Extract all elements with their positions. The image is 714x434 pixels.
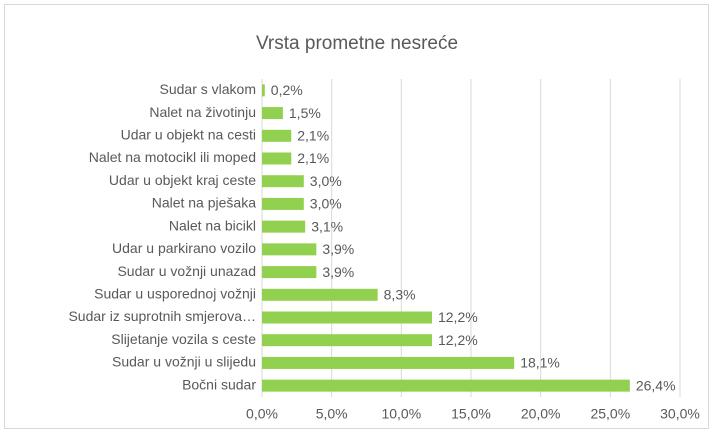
- y-tick-label: Nalet na životinju: [149, 104, 256, 120]
- y-tick-label: Nalet na motocikl ili moped: [89, 149, 256, 165]
- data-label: 0,2%: [271, 82, 303, 98]
- data-label: 3,0%: [310, 196, 342, 212]
- x-tick-label: 25,0%: [590, 406, 630, 422]
- data-label: 12,2%: [438, 332, 478, 348]
- x-tick-label: 0,0%: [246, 406, 278, 422]
- bar: [262, 175, 304, 188]
- bar: [262, 356, 515, 369]
- data-label: 2,1%: [297, 127, 329, 143]
- y-tick-label: Sudar u usporednoj vožnji: [94, 285, 256, 301]
- x-tick-label: 5,0%: [316, 406, 348, 422]
- data-label: 18,1%: [520, 355, 560, 371]
- bar: [262, 243, 317, 256]
- y-tick-label: Nalet na bicikl: [169, 217, 256, 233]
- data-label: 8,3%: [384, 286, 416, 302]
- y-tick-label: Udar u objekt na cesti: [121, 126, 256, 142]
- chart-title: Vrsta prometne nesreće: [256, 33, 458, 54]
- data-label: 2,1%: [297, 150, 329, 166]
- x-tick-label: 20,0%: [521, 406, 561, 422]
- y-tick-label: Sudar u vožnji unazad: [117, 263, 256, 279]
- data-label: 26,4%: [636, 377, 676, 393]
- data-label: 3,9%: [322, 241, 354, 257]
- bar: [262, 152, 292, 165]
- y-tick-label: Slijetanje vozila s ceste: [111, 331, 256, 347]
- x-tick-label: 15,0%: [451, 406, 491, 422]
- y-tick-label: Sudar s vlakom: [160, 81, 256, 97]
- bar: [262, 107, 283, 120]
- bar: [262, 334, 432, 347]
- y-tick-label: Bočni sudar: [182, 376, 256, 392]
- y-tick-label: Udar u parkirano vozilo: [112, 240, 256, 256]
- y-tick-label: Sudar iz suprotnih smjerova…: [68, 308, 256, 324]
- bar: [262, 288, 378, 301]
- bar: [262, 220, 306, 233]
- x-tick-label: 30,0%: [660, 406, 700, 422]
- y-tick-label: Udar u objekt kraj ceste: [109, 172, 256, 188]
- bar: [262, 197, 304, 210]
- bar: [262, 266, 317, 279]
- data-label: 1,5%: [289, 105, 321, 121]
- x-tick-label: 10,0%: [381, 406, 421, 422]
- bar: [262, 129, 292, 142]
- bar: [262, 84, 265, 97]
- data-label: 12,2%: [438, 309, 478, 325]
- data-label: 3,1%: [311, 218, 343, 234]
- y-tick-label: Nalet na pješaka: [152, 195, 257, 211]
- data-label: 3,0%: [310, 173, 342, 189]
- data-label: 3,9%: [322, 264, 354, 280]
- bar: [262, 379, 630, 392]
- bar: [262, 311, 432, 324]
- y-tick-label: Sudar u vožnji u slijedu: [112, 354, 256, 370]
